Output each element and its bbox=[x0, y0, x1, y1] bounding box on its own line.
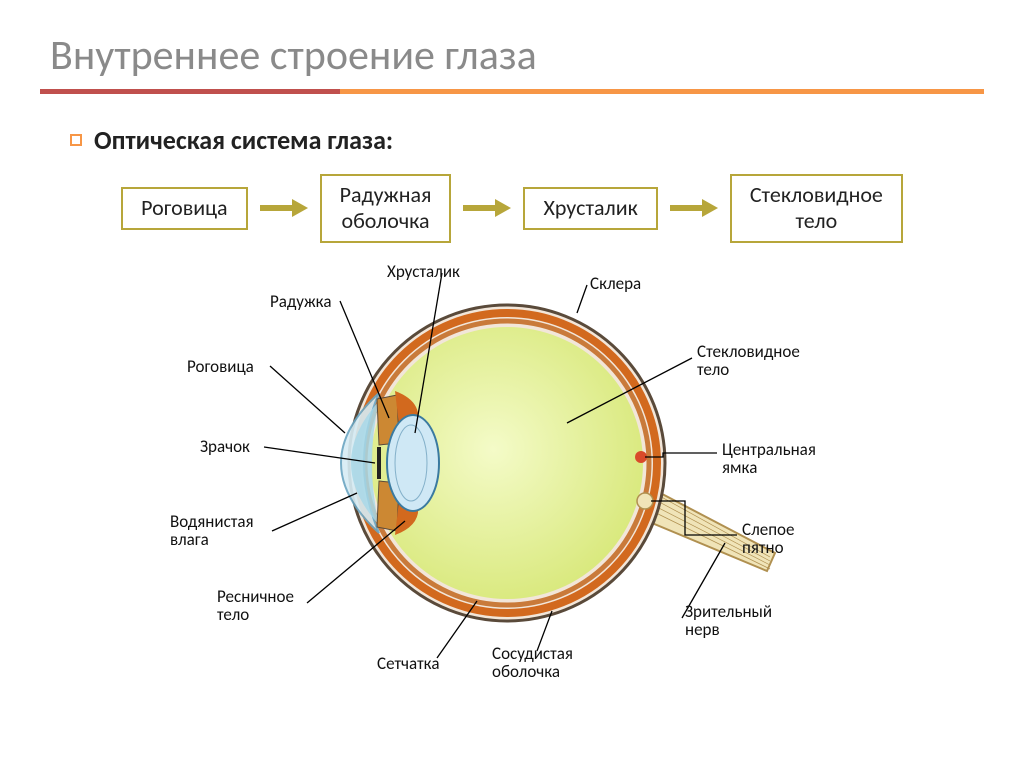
label-sklera: Склера bbox=[590, 275, 641, 294]
label-resnichnoe: Ресничное тело bbox=[217, 588, 294, 625]
subtitle: Оптическая система глаза: bbox=[94, 124, 393, 156]
subtitle-row: Оптическая система глаза: bbox=[70, 124, 984, 156]
label-vodyanistaya: Водянистая влага bbox=[170, 513, 254, 550]
label-centralnaya: Центральная ямка bbox=[722, 441, 816, 478]
arrow-icon bbox=[260, 197, 308, 219]
label-zrachok: Зрачок bbox=[200, 438, 250, 457]
optical-flow: Роговица Радужная оболочка Хрусталик Стекло… bbox=[40, 174, 984, 243]
label-slepoe: Слепое пятно bbox=[742, 521, 794, 558]
flow-box: Стекловидное тело bbox=[730, 174, 903, 243]
label-sosudistaya: Сосудистая оболочка bbox=[492, 645, 573, 682]
label-rogovitsa: Роговица bbox=[187, 358, 254, 377]
arrow-icon bbox=[670, 197, 718, 219]
label-zritelnyy: Зрительный нерв bbox=[685, 603, 772, 640]
divider bbox=[40, 89, 984, 94]
flow-box: Роговица bbox=[121, 187, 248, 229]
eye-diagram: Хрусталик Радужка Роговица Зрачок Водяни… bbox=[142, 253, 882, 683]
label-khrustalik: Хрусталик bbox=[387, 263, 460, 282]
flow-box: Хрусталик bbox=[523, 187, 657, 229]
page-title: Внутреннее строение глаза bbox=[50, 30, 984, 81]
label-steklovidnoe: Стекловидное тело bbox=[697, 343, 800, 380]
label-setchatka: Сетчатка bbox=[377, 655, 439, 674]
label-raduzhka: Радужка bbox=[270, 293, 331, 312]
bullet-icon bbox=[70, 134, 82, 146]
flow-box: Радужная оболочка bbox=[320, 174, 452, 243]
arrow-icon bbox=[463, 197, 511, 219]
